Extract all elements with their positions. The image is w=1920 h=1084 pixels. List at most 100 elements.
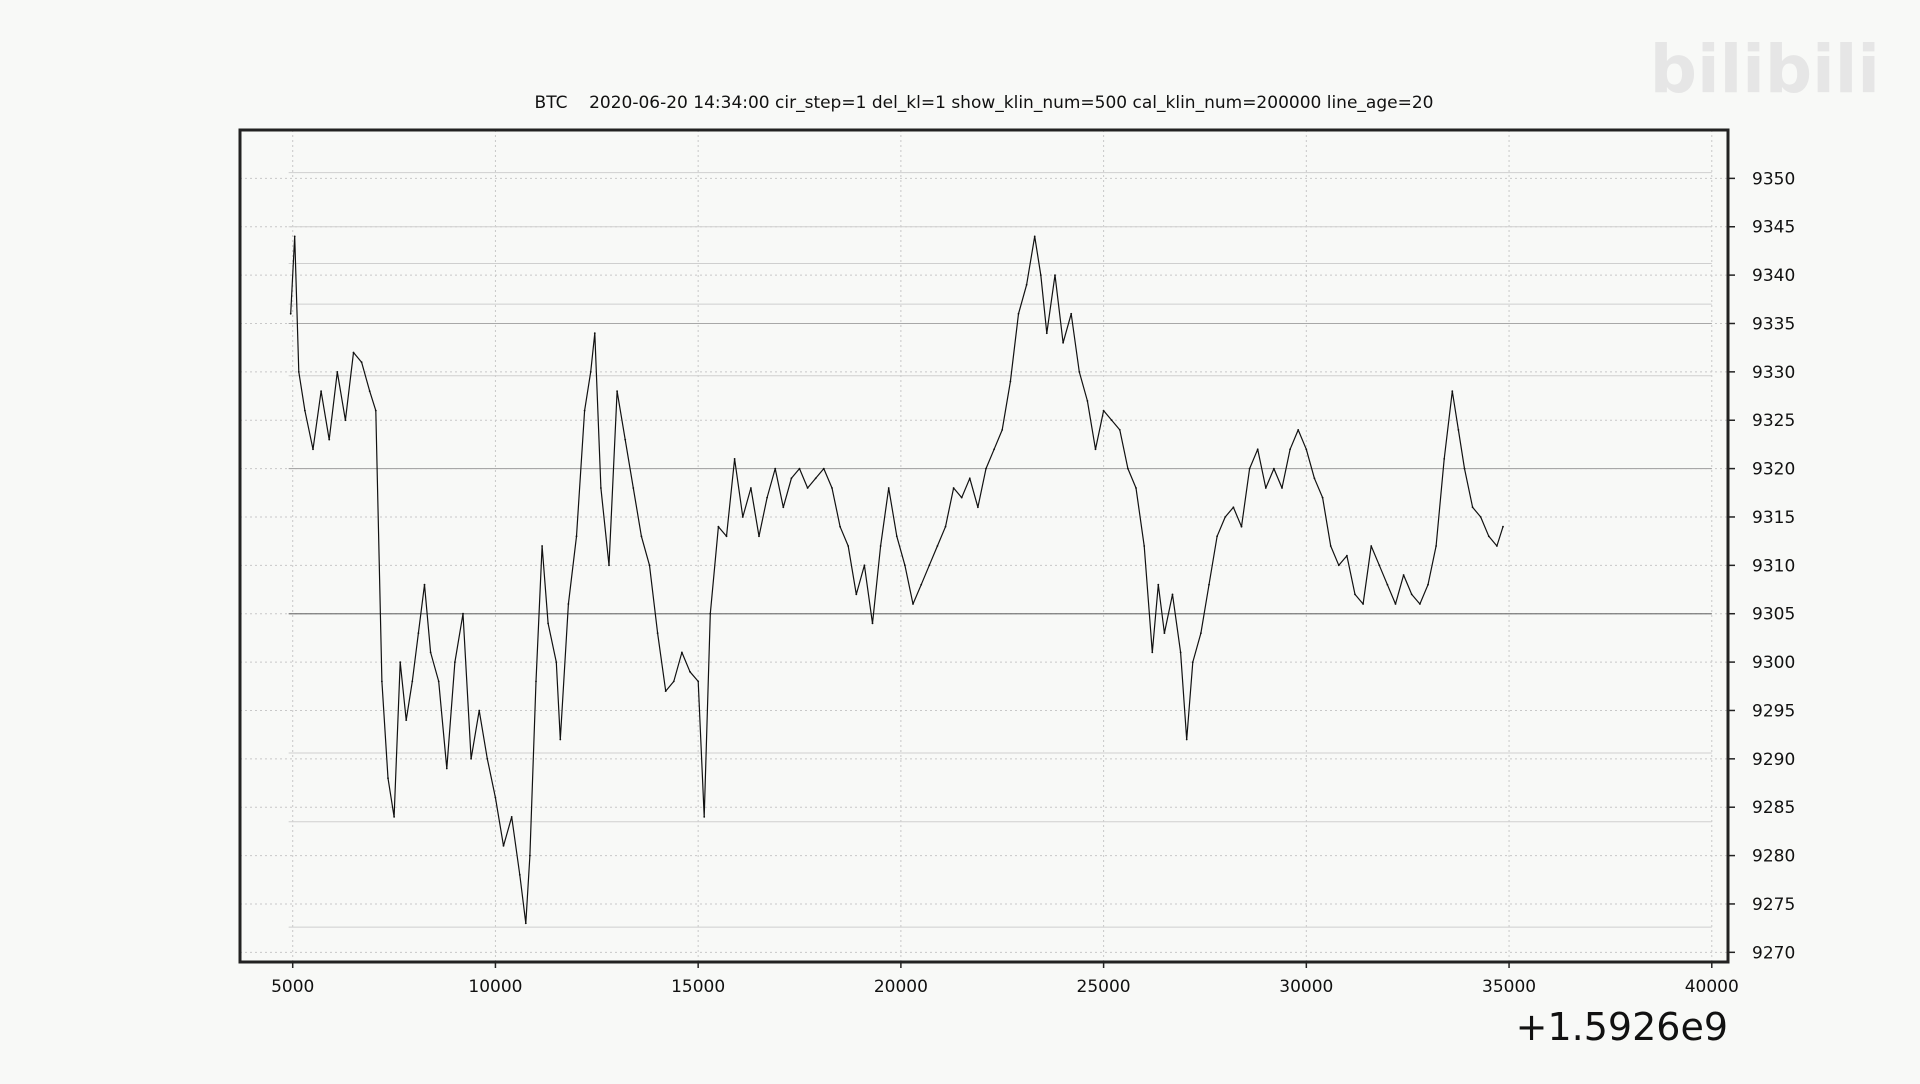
price-point [1094, 448, 1097, 451]
y-axis: 9270 9275 9280 9285 9290 9295 9300 9305 9310 9315… [1728, 169, 1795, 963]
price-point [529, 854, 531, 857]
price-point [790, 477, 793, 480]
price-point [1143, 545, 1146, 547]
price-point [502, 845, 505, 847]
y-tick-label: 9290 [1752, 750, 1795, 770]
price-point [1479, 516, 1482, 518]
x-tick-label: 30000 [1279, 977, 1333, 997]
price-point [656, 632, 659, 634]
y-tick-label: 9345 [1752, 218, 1795, 238]
y-tick-label: 9325 [1752, 411, 1795, 431]
y-tick-label: 9300 [1752, 653, 1795, 673]
price-point [541, 545, 543, 547]
price-point [912, 603, 914, 605]
grid-layer [240, 130, 1728, 962]
price-point [672, 680, 675, 683]
price-point [429, 651, 432, 654]
price-point [1240, 525, 1243, 528]
price-point [1224, 516, 1227, 518]
price-point [1427, 583, 1429, 586]
price-point [1337, 564, 1340, 567]
price-point [758, 535, 760, 538]
price-point [1039, 274, 1042, 276]
price-point [583, 409, 586, 412]
y-tick-label: 9285 [1752, 798, 1795, 818]
price-point [1362, 603, 1364, 605]
price-point [437, 680, 440, 683]
price-point [417, 632, 420, 634]
chart-title: BTC 2020-06-20 14:34:00 cir_step=1 del_k… [535, 93, 1434, 113]
price-point [1321, 496, 1324, 499]
price-point [1062, 341, 1064, 344]
price-point [895, 535, 898, 538]
x-tick-label: 40000 [1685, 977, 1739, 997]
price-point [600, 487, 602, 489]
price-point [936, 545, 939, 547]
price-point [822, 467, 825, 470]
price-point [336, 371, 339, 373]
price-point [1370, 545, 1373, 547]
price-point [510, 816, 513, 818]
price-point [1208, 583, 1210, 586]
y-tick-label: 9335 [1752, 314, 1795, 334]
price-point [847, 545, 850, 547]
price-point [1443, 458, 1446, 460]
price-point [750, 487, 752, 489]
price-point [1157, 583, 1160, 586]
price-point [1471, 506, 1474, 509]
price-point [320, 390, 322, 393]
y-tick-label: 9310 [1752, 556, 1795, 576]
y-tick-label: 9320 [1752, 460, 1795, 480]
price-point [445, 767, 448, 770]
price-point [928, 564, 931, 567]
y-tick-label: 9340 [1752, 266, 1795, 286]
price-point [1487, 535, 1490, 538]
price-point [887, 487, 890, 489]
price-point [1001, 429, 1004, 431]
price-point [494, 796, 497, 799]
price-point [1451, 390, 1454, 393]
price-point [589, 371, 592, 373]
y-tick-label: 9315 [1752, 508, 1795, 528]
price-point [1017, 312, 1020, 315]
price-point [993, 448, 995, 451]
price-point [1118, 429, 1121, 431]
price-point [575, 535, 578, 538]
price-point [1378, 564, 1381, 567]
price-point [632, 487, 635, 489]
price-point [697, 680, 700, 683]
y-tick-label: 9330 [1752, 363, 1795, 383]
price-point [664, 690, 667, 692]
price-point [454, 661, 456, 663]
horizontal-levels-layer [288, 172, 1712, 928]
price-point [405, 719, 408, 721]
price-point [1256, 448, 1259, 451]
x-tick-label: 35000 [1482, 977, 1536, 997]
price-point [518, 874, 521, 876]
price-point [312, 448, 314, 451]
price-point [717, 525, 720, 528]
y-tick-label: 9275 [1752, 895, 1795, 915]
price-point [904, 564, 906, 567]
price-point [360, 361, 363, 364]
price-point [387, 777, 389, 780]
price-point [879, 545, 882, 547]
price-point [855, 593, 858, 596]
price-point [486, 757, 489, 760]
price-point [774, 467, 777, 470]
series-layer [289, 235, 1504, 925]
x-offset-label: +1.5926e9 [1516, 1005, 1728, 1049]
price-point [733, 458, 736, 460]
price-point [293, 235, 296, 238]
price-point [1127, 467, 1129, 470]
price-point [1054, 274, 1056, 276]
price-point [1264, 487, 1267, 489]
price-point [289, 312, 292, 315]
price-point [798, 467, 801, 470]
x-tick-label: 15000 [671, 977, 725, 997]
price-point [1297, 429, 1300, 431]
price-point [741, 516, 744, 518]
price-point [1354, 593, 1356, 596]
price-point [1025, 283, 1028, 286]
